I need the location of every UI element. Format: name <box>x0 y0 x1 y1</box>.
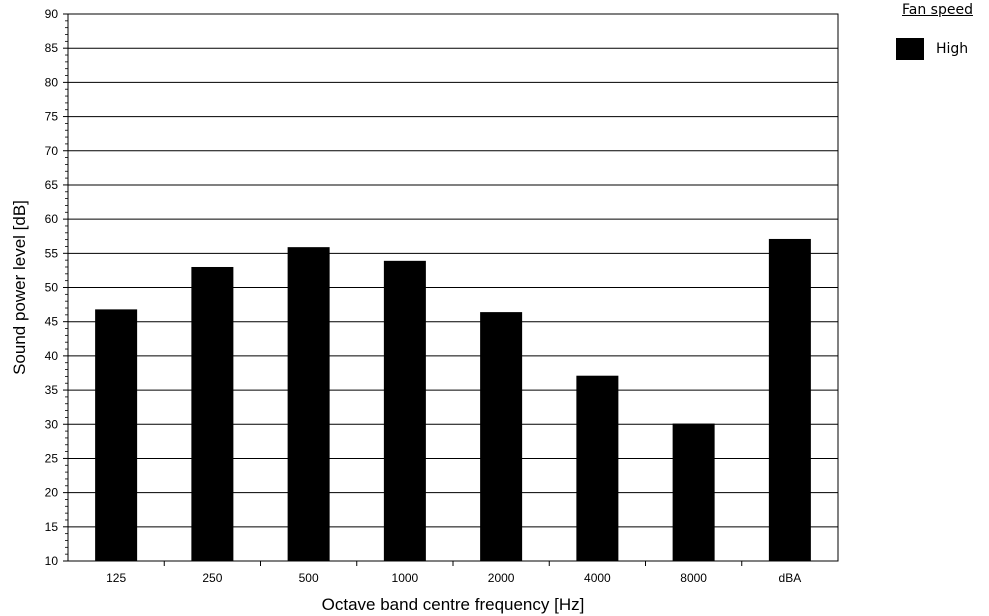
x-tick-label: dBA <box>779 571 802 585</box>
y-tick-label: 15 <box>45 520 59 534</box>
bar-1000 <box>383 260 426 561</box>
bar-8000 <box>672 423 715 561</box>
y-tick-label: 85 <box>45 41 59 55</box>
y-tick-label: 25 <box>45 451 59 465</box>
x-tick-label: 1000 <box>392 571 419 585</box>
bar-125 <box>95 309 138 561</box>
x-tick-label: 125 <box>106 571 126 585</box>
y-tick-label: 70 <box>45 144 59 158</box>
legend-title: Fan speed <box>902 2 973 18</box>
legend-swatch <box>896 38 924 60</box>
bars <box>95 238 811 562</box>
y-tick-label: 30 <box>45 417 59 431</box>
y-tick-label: 80 <box>45 75 59 89</box>
y-tick-label: 35 <box>45 383 59 397</box>
y-tick-label: 20 <box>45 486 59 500</box>
bar-2000 <box>480 312 523 561</box>
y-axis-ticks: 10 15 20 25 30 35 40 45 50 55 60 65 70 75 80 85 90 <box>45 7 68 568</box>
y-tick-label: 10 <box>45 554 59 568</box>
y-tick-label: 55 <box>45 246 59 260</box>
y-tick-label: 60 <box>45 212 59 226</box>
x-tick-label: 4000 <box>584 571 611 585</box>
bar-250 <box>191 266 234 561</box>
legend-item-high: High <box>896 38 968 60</box>
y-tick-label: 90 <box>45 7 59 21</box>
x-tick-label: 2000 <box>488 571 515 585</box>
gridlines <box>68 13 838 562</box>
x-axis-ticks: 125 250 500 1000 2000 4000 8000 dBA <box>106 561 801 585</box>
y-axis-title: Sound power level [dB] <box>10 200 29 375</box>
y-tick-label: 40 <box>45 349 59 363</box>
y-tick-label: 45 <box>45 315 59 329</box>
bar-500 <box>287 247 330 561</box>
bar-dBA <box>768 238 811 562</box>
bar-4000 <box>576 375 619 561</box>
y-tick-label: 65 <box>45 178 59 192</box>
y-tick-label: 75 <box>45 110 59 124</box>
x-tick-label: 250 <box>202 571 222 585</box>
x-axis-title: Octave band centre frequency [Hz] <box>322 595 585 614</box>
y-tick-label: 50 <box>45 281 59 295</box>
legend-label: High <box>936 41 969 57</box>
x-tick-label: 8000 <box>680 571 707 585</box>
x-tick-label: 500 <box>299 571 319 585</box>
